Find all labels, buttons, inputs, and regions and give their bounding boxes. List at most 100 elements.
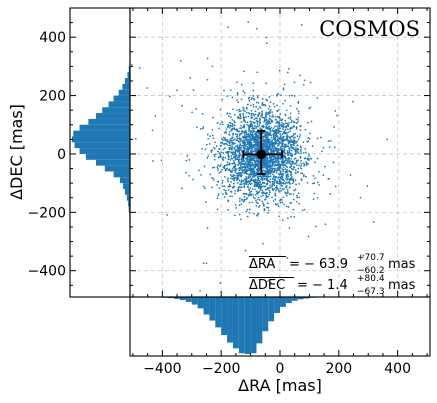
data-point	[309, 106, 312, 109]
data-point	[286, 257, 289, 259]
data-point	[227, 209, 230, 211]
data-point	[264, 165, 267, 167]
x-tick-label: −400	[143, 361, 181, 377]
data-point	[166, 214, 168, 216]
data-point	[222, 148, 225, 151]
data-point	[248, 201, 251, 204]
data-point	[290, 215, 292, 218]
data-point	[221, 121, 224, 123]
data-point	[251, 188, 254, 190]
data-point	[258, 199, 261, 201]
data-point	[236, 99, 239, 102]
data-point	[282, 158, 284, 160]
data-point	[266, 159, 269, 162]
data-point	[264, 159, 266, 162]
data-point	[320, 136, 322, 139]
data-point	[290, 121, 293, 124]
data-point	[251, 125, 253, 128]
data-point	[265, 118, 268, 121]
data-point	[293, 121, 296, 124]
axis-ticks: −400 −200 0 200 400 −400 −200 0 200 400	[28, 7, 430, 377]
data-point	[279, 117, 281, 120]
data-point	[242, 116, 245, 118]
data-point	[254, 147, 256, 149]
data-point	[243, 185, 246, 187]
hist-ra-bar	[303, 297, 310, 299]
data-point	[293, 189, 296, 192]
data-point	[288, 121, 290, 124]
data-point	[287, 175, 290, 178]
data-point	[272, 127, 275, 130]
data-point	[217, 156, 220, 159]
data-point	[240, 146, 243, 149]
data-point	[271, 169, 274, 172]
dec-annot-sub: −67.3	[357, 287, 385, 297]
y-tick-label: −200	[28, 205, 66, 221]
data-point	[274, 146, 277, 149]
data-point	[275, 184, 278, 187]
data-point	[227, 125, 230, 128]
data-point	[273, 188, 275, 190]
data-point	[251, 176, 254, 178]
data-point	[275, 132, 278, 135]
data-point	[296, 194, 298, 197]
data-point	[250, 120, 253, 123]
data-point	[232, 162, 234, 165]
data-point	[372, 221, 375, 223]
data-point	[263, 163, 266, 166]
data-point	[272, 200, 275, 202]
data-point	[269, 122, 272, 125]
data-point	[245, 161, 248, 163]
data-point	[306, 141, 308, 143]
data-point	[262, 185, 265, 188]
data-point	[217, 194, 219, 197]
data-point	[312, 175, 315, 177]
data-point	[261, 200, 264, 203]
data-point	[261, 103, 264, 105]
data-point	[279, 170, 282, 173]
data-point	[234, 151, 237, 154]
data-point	[234, 169, 237, 171]
data-point	[296, 135, 299, 137]
data-point	[253, 114, 256, 117]
data-point	[239, 117, 242, 120]
data-point	[254, 113, 257, 116]
data-point	[298, 164, 300, 166]
data-point	[251, 163, 254, 165]
data-point	[359, 196, 362, 199]
data-point	[229, 185, 232, 188]
data-point	[260, 115, 262, 118]
data-point	[262, 136, 264, 139]
data-point	[227, 154, 230, 156]
data-point	[223, 188, 225, 191]
data-point	[246, 121, 249, 123]
data-point	[284, 119, 287, 122]
data-point	[212, 179, 215, 181]
data-point	[230, 181, 232, 183]
data-point	[249, 191, 251, 194]
data-point	[252, 146, 255, 149]
data-point	[240, 174, 243, 177]
data-point	[269, 165, 271, 168]
data-point	[277, 162, 280, 164]
data-point	[276, 125, 279, 128]
data-point	[265, 132, 268, 135]
data-point	[251, 97, 253, 99]
data-point	[285, 177, 287, 180]
data-point	[287, 154, 289, 156]
data-point	[228, 163, 231, 166]
data-point	[253, 133, 256, 135]
data-point	[300, 167, 303, 170]
data-point	[260, 176, 263, 179]
data-point	[289, 186, 291, 189]
data-point	[266, 128, 268, 130]
data-point	[226, 139, 229, 141]
data-point	[245, 183, 248, 185]
data-point	[243, 164, 246, 166]
data-point	[243, 147, 245, 150]
data-point	[253, 159, 256, 162]
data-point	[329, 193, 332, 195]
data-point	[227, 180, 229, 183]
data-point	[233, 156, 235, 158]
data-point	[298, 136, 301, 138]
